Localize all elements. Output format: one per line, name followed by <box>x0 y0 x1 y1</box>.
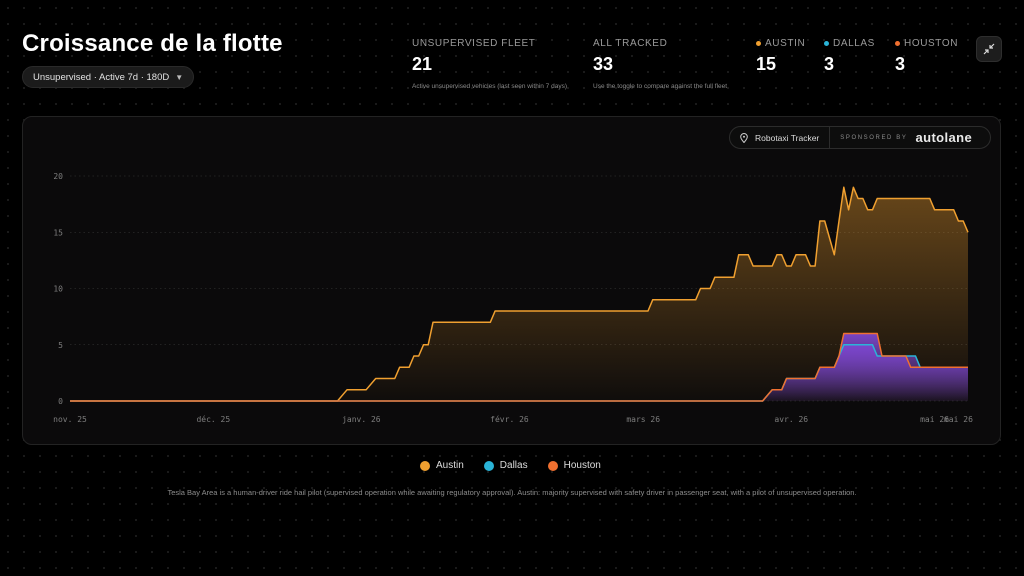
stat-value: 3 <box>824 54 835 74</box>
x-tick-label: janv. 26 <box>342 415 381 424</box>
x-tick-label: mai 26 <box>920 415 949 424</box>
stat-city-houston: HOUSTON 3 <box>895 38 958 75</box>
stat-label: ALL TRACKED <box>593 38 668 49</box>
stat-value: 15 <box>756 54 777 74</box>
tracker-label: Robotaxi Tracker <box>755 132 820 143</box>
location-pin-icon <box>740 132 748 143</box>
x-tick-label: mai 26 <box>944 415 973 424</box>
x-tick-label: nov. 25 <box>53 415 87 424</box>
sponsor-banner[interactable]: Robotaxi Tracker SPONSORED BY autolane <box>729 126 991 149</box>
legend-item-houston[interactable]: Houston <box>547 460 601 471</box>
stat-city-austin: AUSTIN 15 <box>756 38 805 75</box>
stat-city-dallas: DALLAS 3 <box>824 38 875 75</box>
stat-value: 21 <box>412 54 433 74</box>
x-tick-label: mars 26 <box>626 415 660 424</box>
y-tick-label: 0 <box>58 397 63 406</box>
stat-value: 33 <box>593 54 614 74</box>
legend-item-dallas[interactable]: Dallas <box>483 460 528 471</box>
line-austin <box>70 186 969 402</box>
y-tick-label: 20 <box>53 172 63 181</box>
collapse-arrows-icon <box>983 43 995 55</box>
x-tick-label: avr. 26 <box>774 415 808 424</box>
fleet-filter-dropdown[interactable]: Unsupervised · Active 7d · 180D ▼ <box>22 66 195 88</box>
chart-legend: Austin Dallas Houston <box>420 460 601 471</box>
houston-dot-icon <box>895 41 900 46</box>
stat-label: UNSUPERVISED FLEET <box>412 38 536 49</box>
x-tick-label: déc. 25 <box>196 414 230 424</box>
chevron-down-icon: ▼ <box>175 72 184 82</box>
footnote: Tesla Bay Area is a human-driver ride ha… <box>167 488 857 497</box>
austin-dot-icon <box>756 41 761 46</box>
stat-unsupervised-fleet: UNSUPERVISED FLEET 21 Active unsupervise… <box>412 38 567 90</box>
y-tick-label: 15 <box>53 228 63 237</box>
stat-label: AUSTIN <box>765 38 806 49</box>
stat-description: Use the toggle to compare against the fu… <box>593 83 728 90</box>
area-austin <box>70 187 968 401</box>
legend-label: Houston <box>563 460 601 471</box>
stat-label: DALLAS <box>833 38 875 49</box>
legend-label: Austin <box>436 460 464 471</box>
dallas-dot-icon <box>824 41 829 46</box>
collapse-button[interactable] <box>976 36 1002 62</box>
stat-all-tracked: ALL TRACKED 33 Use the toggle to compare… <box>593 38 727 90</box>
legend-swatch-austin <box>420 460 430 471</box>
stat-description: Active unsupervised vehicles (last seen … <box>412 83 567 90</box>
line-houston <box>70 332 968 402</box>
stat-label: HOUSTON <box>904 38 959 49</box>
filter-label: Unsupervised · Active 7d · 180D <box>33 71 170 83</box>
sponsored-by-label: SPONSORED BY <box>840 134 908 141</box>
y-tick-label: 5 <box>58 341 63 350</box>
legend-item-austin[interactable]: Austin <box>420 460 464 471</box>
page-title: Croissance de la flotte <box>22 30 283 57</box>
y-tick-label: 10 <box>53 285 63 294</box>
x-tick-label: févr. 26 <box>490 414 529 424</box>
legend-swatch-houston <box>547 460 558 471</box>
stat-value: 3 <box>895 54 906 74</box>
autolane-logo: autolane <box>915 130 973 145</box>
legend-label: Dallas <box>499 460 528 471</box>
legend-swatch-dallas <box>483 460 494 471</box>
